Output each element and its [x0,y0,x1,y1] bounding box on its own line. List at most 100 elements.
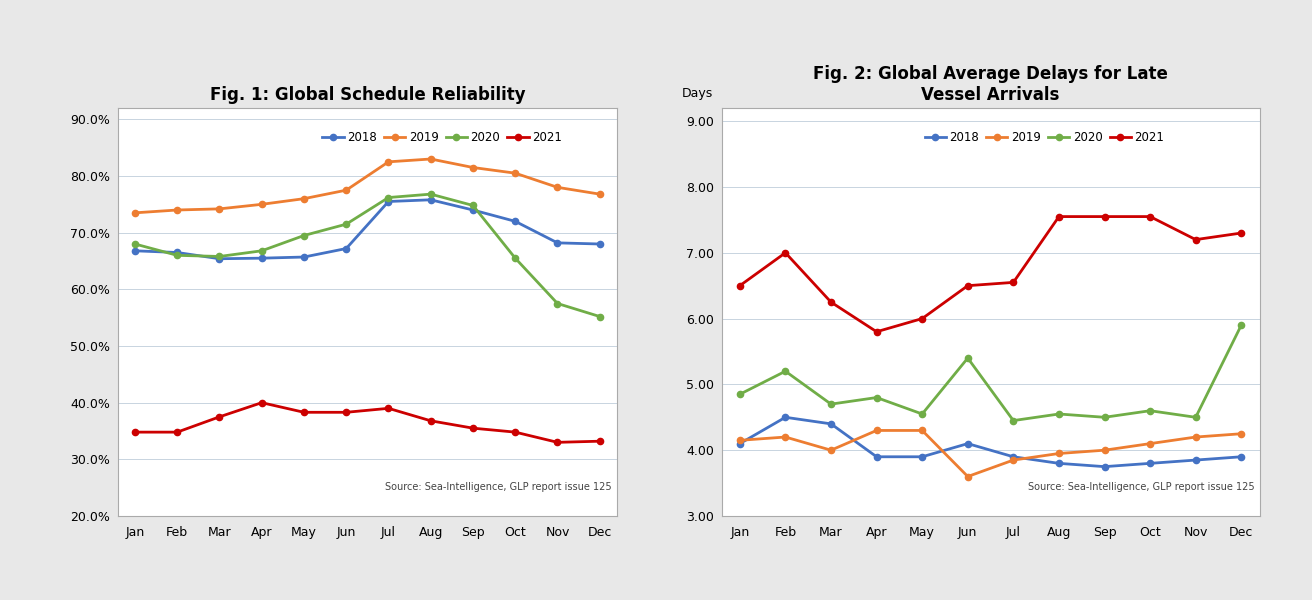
2020 [127,241,143,248]
2019 [1005,457,1021,464]
Line: 2020: 2020 [737,322,1244,424]
2021 [823,299,838,306]
Legend: 2018, 2019, 2020, 2021: 2018, 2019, 2020, 2021 [318,126,567,149]
2019 [422,155,438,163]
2018 [508,218,523,225]
2019 [297,195,312,202]
2018 [914,453,930,460]
2021 [211,413,227,421]
Text: Source: Sea-Intelligence, GLP report issue 125: Source: Sea-Intelligence, GLP report iss… [384,482,611,491]
Title: Fig. 2: Global Average Delays for Late
Vessel Arrivals: Fig. 2: Global Average Delays for Late V… [813,65,1168,104]
2020 [253,247,269,254]
2020 [297,232,312,239]
2019 [1233,430,1249,437]
2021 [960,282,976,289]
2020 [960,355,976,362]
2021 [1233,229,1249,236]
2019 [127,209,143,217]
Text: Source: Sea-Intelligence, GLP report issue 125: Source: Sea-Intelligence, GLP report iss… [1027,482,1254,491]
2019 [508,170,523,177]
2018 [1143,460,1158,467]
2020 [778,368,794,375]
2019 [550,184,565,191]
2018 [592,241,607,248]
2019 [732,437,748,444]
2019 [211,205,227,212]
Line: 2018: 2018 [737,414,1244,470]
2019 [338,187,354,194]
2019 [869,427,884,434]
2021 [169,428,185,436]
2021 [297,409,312,416]
Text: Days: Days [681,87,712,100]
2020 [338,221,354,228]
2018 [1097,463,1113,470]
2020 [869,394,884,401]
2021 [550,439,565,446]
2020 [211,253,227,260]
2018 [169,249,185,256]
2019 [1187,433,1203,440]
2019 [466,164,482,171]
2018 [823,420,838,427]
2020 [1051,410,1067,418]
2021 [127,428,143,436]
2018 [338,245,354,252]
Line: 2018: 2018 [131,197,604,262]
2018 [1187,457,1203,464]
2020 [914,410,930,418]
Line: 2020: 2020 [131,191,604,320]
2019 [1051,450,1067,457]
2021 [1187,236,1203,243]
2021 [1051,213,1067,220]
2019 [253,201,269,208]
2019 [1097,446,1113,454]
2021 [732,282,748,289]
2019 [960,473,976,480]
2020 [732,391,748,398]
2018 [869,453,884,460]
2021 [1097,213,1113,220]
2021 [380,405,396,412]
2020 [592,313,607,320]
2020 [550,300,565,307]
2021 [1143,213,1158,220]
Title: Fig. 1: Global Schedule Reliability: Fig. 1: Global Schedule Reliability [210,86,525,104]
2018 [127,247,143,254]
2019 [592,191,607,198]
Line: 2019: 2019 [737,427,1244,479]
2020 [1143,407,1158,415]
2018 [732,440,748,447]
2018 [960,440,976,447]
2018 [297,253,312,260]
2021 [466,425,482,432]
2021 [253,399,269,406]
2020 [508,254,523,262]
2021 [338,409,354,416]
2020 [1187,413,1203,421]
2018 [1051,460,1067,467]
2019 [380,158,396,166]
2020 [1233,322,1249,329]
2019 [169,206,185,214]
2021 [1005,279,1021,286]
2018 [1233,453,1249,460]
2020 [169,252,185,259]
2019 [823,446,838,454]
Line: 2021: 2021 [737,214,1244,335]
2020 [380,194,396,201]
Line: 2019: 2019 [131,156,604,216]
2021 [508,428,523,436]
2019 [778,433,794,440]
2018 [422,196,438,203]
2018 [550,239,565,247]
2018 [211,255,227,262]
Line: 2021: 2021 [131,400,604,445]
2020 [1005,417,1021,424]
2018 [778,413,794,421]
2020 [1097,413,1113,421]
2019 [914,427,930,434]
2021 [778,249,794,256]
Legend: 2018, 2019, 2020, 2021: 2018, 2019, 2020, 2021 [920,126,1169,149]
2019 [1143,440,1158,447]
